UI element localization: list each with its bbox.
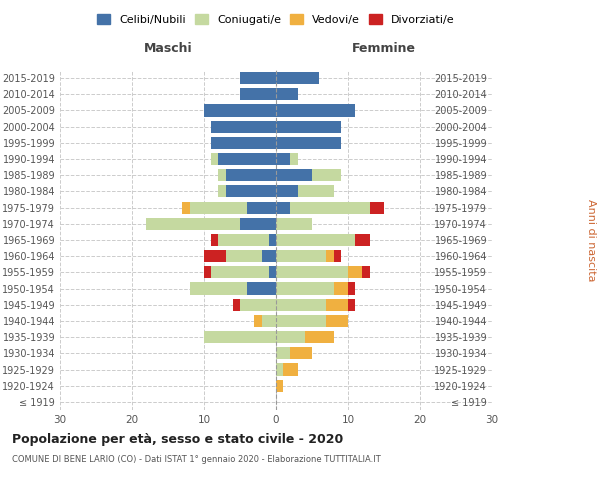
Bar [290, 153, 298, 165]
Bar [211, 234, 218, 246]
Bar [204, 266, 211, 278]
Bar [190, 282, 247, 294]
Bar [276, 72, 319, 84]
Bar [262, 250, 276, 262]
Bar [276, 186, 298, 198]
Bar [233, 298, 240, 311]
Bar [348, 266, 362, 278]
Bar [355, 234, 370, 246]
Bar [190, 202, 247, 213]
Bar [218, 169, 226, 181]
Legend: Celibi/Nubili, Coniugati/e, Vedovi/e, Divorziati/e: Celibi/Nubili, Coniugati/e, Vedovi/e, Di… [97, 14, 455, 25]
Bar [204, 331, 276, 343]
Text: Maschi: Maschi [143, 42, 193, 55]
Bar [247, 282, 276, 294]
Bar [276, 364, 283, 376]
Bar [312, 169, 341, 181]
Bar [326, 250, 334, 262]
Bar [276, 298, 326, 311]
Bar [348, 298, 355, 311]
Bar [276, 104, 355, 117]
Bar [334, 282, 348, 294]
Bar [370, 202, 384, 213]
Bar [298, 186, 334, 198]
Text: COMUNE DI BENE LARIO (CO) - Dati ISTAT 1° gennaio 2020 - Elaborazione TUTTITALIA: COMUNE DI BENE LARIO (CO) - Dati ISTAT 1… [12, 456, 381, 464]
Bar [211, 266, 269, 278]
Bar [226, 169, 276, 181]
Bar [276, 282, 334, 294]
Text: Popolazione per età, sesso e stato civile - 2020: Popolazione per età, sesso e stato civil… [12, 432, 343, 446]
Bar [276, 380, 283, 392]
Bar [269, 234, 276, 246]
Bar [276, 153, 290, 165]
Bar [218, 186, 226, 198]
Bar [290, 202, 370, 213]
Bar [305, 331, 334, 343]
Bar [211, 137, 276, 149]
Bar [240, 218, 276, 230]
Bar [276, 137, 341, 149]
Bar [362, 266, 370, 278]
Bar [276, 169, 312, 181]
Bar [269, 266, 276, 278]
Text: Femmine: Femmine [352, 42, 416, 55]
Bar [276, 348, 290, 360]
Bar [283, 364, 298, 376]
Bar [334, 250, 341, 262]
Bar [276, 218, 312, 230]
Bar [348, 282, 355, 294]
Bar [218, 234, 269, 246]
Text: Anni di nascita: Anni di nascita [586, 198, 596, 281]
Bar [218, 153, 276, 165]
Bar [240, 88, 276, 101]
Bar [276, 234, 355, 246]
Bar [276, 202, 290, 213]
Bar [276, 88, 298, 101]
Bar [262, 315, 276, 327]
Bar [247, 202, 276, 213]
Bar [276, 331, 305, 343]
Bar [276, 266, 348, 278]
Bar [211, 153, 218, 165]
Bar [326, 298, 348, 311]
Bar [226, 186, 276, 198]
Bar [182, 202, 190, 213]
Bar [254, 315, 262, 327]
Bar [204, 104, 276, 117]
Bar [240, 72, 276, 84]
Bar [146, 218, 240, 230]
Bar [326, 315, 348, 327]
Bar [211, 120, 276, 132]
Bar [276, 315, 326, 327]
Bar [276, 250, 326, 262]
Bar [204, 250, 226, 262]
Bar [240, 298, 276, 311]
Bar [226, 250, 262, 262]
Bar [276, 120, 341, 132]
Bar [290, 348, 312, 360]
